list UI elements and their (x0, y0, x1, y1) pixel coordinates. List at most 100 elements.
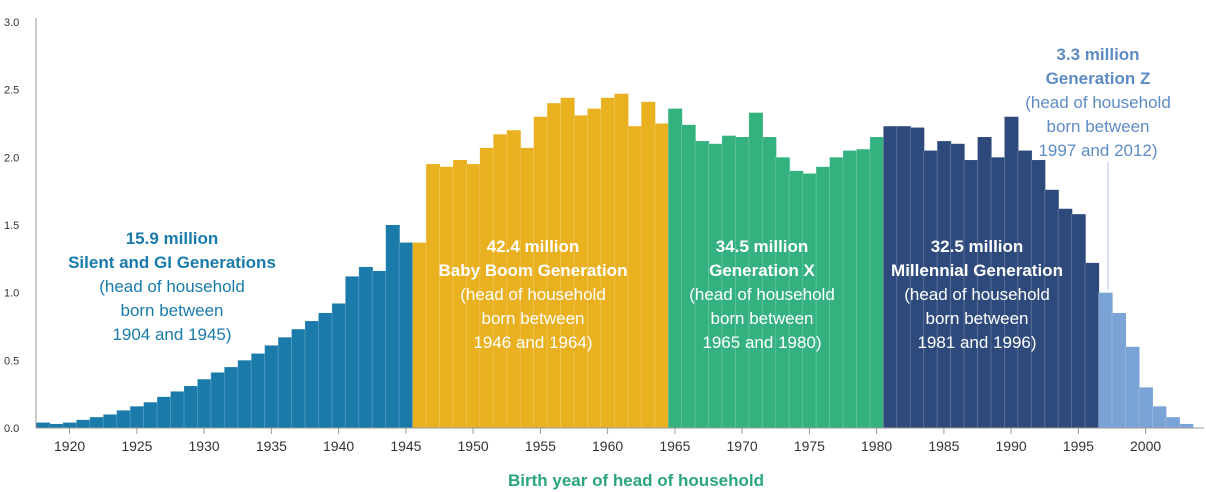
bar-2000 (1138, 387, 1153, 428)
bar-1928 (170, 391, 185, 428)
bar-1938 (305, 321, 320, 428)
bar-1994 (1058, 208, 1073, 428)
bar-1940 (331, 303, 346, 428)
y-tick-label: 3.0 (4, 17, 19, 29)
bar-1951 (479, 147, 494, 429)
annotation-detail: 1981 and 1996) (917, 333, 1036, 352)
bar-1953 (506, 130, 521, 428)
bar-1967 (695, 141, 710, 428)
x-tick-label: 1985 (928, 438, 959, 454)
bar-1984 (923, 150, 938, 428)
x-tick-label: 1945 (390, 438, 421, 454)
bar-1929 (183, 386, 198, 428)
bar-1927 (157, 396, 172, 428)
annotation-generation-z: 3.3 million Generation Z (head of househol… (1025, 45, 1171, 160)
bar-1934 (251, 353, 266, 428)
annotation-generation-x: 34.5 million Generation X (head of househo… (689, 237, 835, 352)
bar-1965 (668, 108, 683, 429)
bar-1956 (547, 103, 562, 428)
bar-1993 (1044, 189, 1059, 428)
bar-1964 (654, 123, 669, 428)
bar-1961 (614, 93, 629, 428)
bar-1981 (883, 126, 898, 429)
bar-1970 (735, 137, 750, 428)
bar-1977 (829, 157, 844, 428)
x-tick-label: 1935 (256, 438, 287, 454)
annotation-detail: (head of household (99, 277, 245, 296)
bar-1957 (560, 97, 575, 428)
bar-1942 (358, 266, 373, 428)
annotation-detail: (head of household (1025, 93, 1171, 112)
bar-1998 (1112, 312, 1127, 428)
bar-1924 (116, 410, 131, 428)
bar-1931 (210, 372, 225, 428)
bar-1920 (62, 422, 77, 428)
annotation-silent-and-gi-generations: 15.9 million Silent and GI Generations (he… (68, 229, 276, 344)
bar-1987 (964, 160, 979, 429)
bar-1944 (385, 225, 400, 428)
bar-1999 (1125, 346, 1140, 428)
bar-1945 (399, 242, 414, 428)
bar-1933 (237, 360, 252, 428)
x-tick-label: 1990 (996, 438, 1027, 454)
bar-2002 (1165, 417, 1180, 428)
bar-1937 (291, 329, 306, 428)
annotation-detail: 1997 and 2012) (1038, 141, 1157, 160)
bar-1955 (533, 116, 548, 428)
bar-1990 (1004, 116, 1019, 428)
bar-1986 (950, 143, 965, 429)
x-tick-label: 1995 (1063, 438, 1094, 454)
bar-2003 (1179, 423, 1194, 428)
annotation-generation-name: Generation Z (1046, 69, 1151, 88)
y-tick-label: 1.0 (4, 288, 19, 300)
annotation-total: 15.9 million (126, 229, 219, 248)
bar-1919 (49, 423, 64, 428)
bar-1950 (466, 164, 481, 428)
bar-1922 (89, 417, 104, 428)
bar-1925 (130, 406, 145, 428)
bar-1978 (843, 150, 858, 428)
bar-1966 (681, 124, 696, 428)
annotation-detail: born between (1046, 117, 1149, 136)
bar-1989 (990, 157, 1005, 428)
bar-1941 (345, 276, 360, 428)
annotation-detail: born between (120, 301, 223, 320)
bar-1995 (1071, 214, 1086, 428)
bar-1974 (789, 170, 804, 428)
x-tick-label: 1975 (794, 438, 825, 454)
annotation-detail: (head of household (689, 285, 835, 304)
bar-1997 (1098, 292, 1113, 428)
y-tick-label: 0.5 (4, 355, 19, 367)
y-tick-label: 1.5 (4, 220, 19, 232)
x-tick-label: 1925 (121, 438, 152, 454)
bar-1959 (587, 108, 602, 429)
bar-1958 (574, 115, 589, 428)
bar-1962 (627, 126, 642, 429)
y-tick-label: 2.5 (4, 85, 19, 97)
annotation-detail: 1965 and 1980) (702, 333, 821, 352)
x-axis-label: Birth year of head of household (508, 471, 764, 490)
annotation-detail: (head of household (904, 285, 1050, 304)
bar-1939 (318, 312, 333, 428)
bar-1936 (278, 337, 293, 428)
annotation-detail: 1904 and 1945) (112, 325, 231, 344)
bar-1972 (762, 137, 777, 428)
bar-1991 (1017, 150, 1032, 428)
annotation-millennial-generation: 32.5 million Millennial Generation (head o… (891, 237, 1063, 352)
annotation-baby-boom-generation: 42.4 million Baby Boom Generation (head of… (439, 237, 628, 352)
bar-1976 (816, 166, 831, 428)
annotation-detail: born between (710, 309, 813, 328)
bar-1979 (856, 149, 871, 428)
bar-1969 (721, 135, 736, 428)
annotation-generation-name: Generation X (709, 261, 815, 280)
x-tick-label: 1950 (458, 438, 489, 454)
x-tick-label: 1970 (727, 438, 758, 454)
x-tick-labels: 1920 1925 1930 1935 1940 1945 1950 1955 1960 1965… (54, 428, 1161, 454)
bar-1946 (412, 242, 427, 428)
bar-1983 (910, 127, 925, 428)
bar-1960 (600, 97, 615, 428)
bar-1968 (708, 143, 723, 429)
annotation-total: 42.4 million (487, 237, 580, 256)
bar-1921 (76, 419, 91, 428)
